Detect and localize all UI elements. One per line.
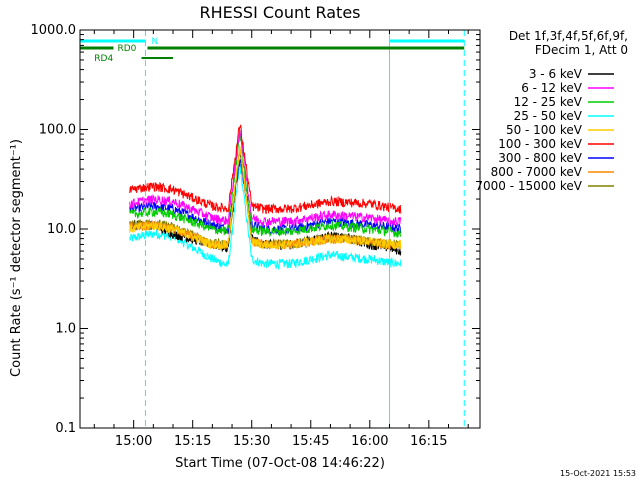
legend-header-line-2: FDecim 1, Att 0	[535, 43, 628, 57]
y-tick-label: 1000.0	[31, 23, 77, 38]
series-line	[129, 164, 402, 271]
legend-header-line-1: Det 1f,3f,4f,5f,6f,9f,	[509, 29, 628, 43]
y-tick-label: 100.0	[39, 123, 76, 138]
chart-title: RHESSI Count Rates	[200, 3, 361, 22]
x-tick-label: 16:00	[351, 434, 388, 449]
legend-entry-label: 12 - 25 keV	[514, 95, 583, 109]
x-tick-label: 15:30	[233, 434, 270, 449]
legend-entry-label: 50 - 100 keV	[506, 123, 583, 137]
series-line	[129, 129, 402, 238]
y-tick-label: 1.0	[55, 322, 76, 337]
y-axis-ticks: 0.1 1.0 10.0 100.0 1000.0	[31, 23, 480, 436]
night-label: N	[151, 37, 158, 47]
series-line	[129, 124, 402, 215]
y-tick-label: 10.0	[47, 222, 76, 237]
legend: Det 1f,3f,4f,5f,6f,9f, FDecim 1, Att 0 3…	[475, 29, 628, 193]
x-axis-label: Start Time (07-Oct-08 14:46:22)	[175, 456, 385, 471]
x-tick-label: 16:15	[410, 434, 447, 449]
footer-timestamp: 15-Oct-2021 15:53	[560, 469, 636, 478]
legend-entry-label: 25 - 50 keV	[514, 109, 583, 123]
y-tick-label: 0.1	[55, 421, 76, 436]
x-axis-ticks: 15:00 15:15 15:30 15:45 16:00 16:15	[93, 30, 469, 449]
y-axis-label: Count Rate (s⁻¹ detector segment⁻¹)	[9, 139, 24, 377]
legend-entry-label: 6 - 12 keV	[521, 81, 583, 95]
x-tick-label: 15:15	[174, 434, 211, 449]
plot-data	[129, 124, 402, 271]
x-tick-label: 15:00	[115, 434, 152, 449]
legend-entry-label: 800 - 7000 keV	[491, 165, 583, 179]
series-line	[129, 129, 402, 228]
series-line	[129, 145, 402, 251]
legend-entry-label: 3 - 6 keV	[529, 67, 583, 81]
rd0-label: RD0	[117, 44, 136, 54]
legend-entry-label: 300 - 800 keV	[498, 151, 582, 165]
legend-entry-label: 100 - 300 keV	[498, 137, 582, 151]
x-tick-label: 15:45	[292, 434, 329, 449]
rd4-label: RD4	[94, 54, 113, 64]
legend-entry-label: 7000 - 15000 keV	[475, 179, 582, 193]
